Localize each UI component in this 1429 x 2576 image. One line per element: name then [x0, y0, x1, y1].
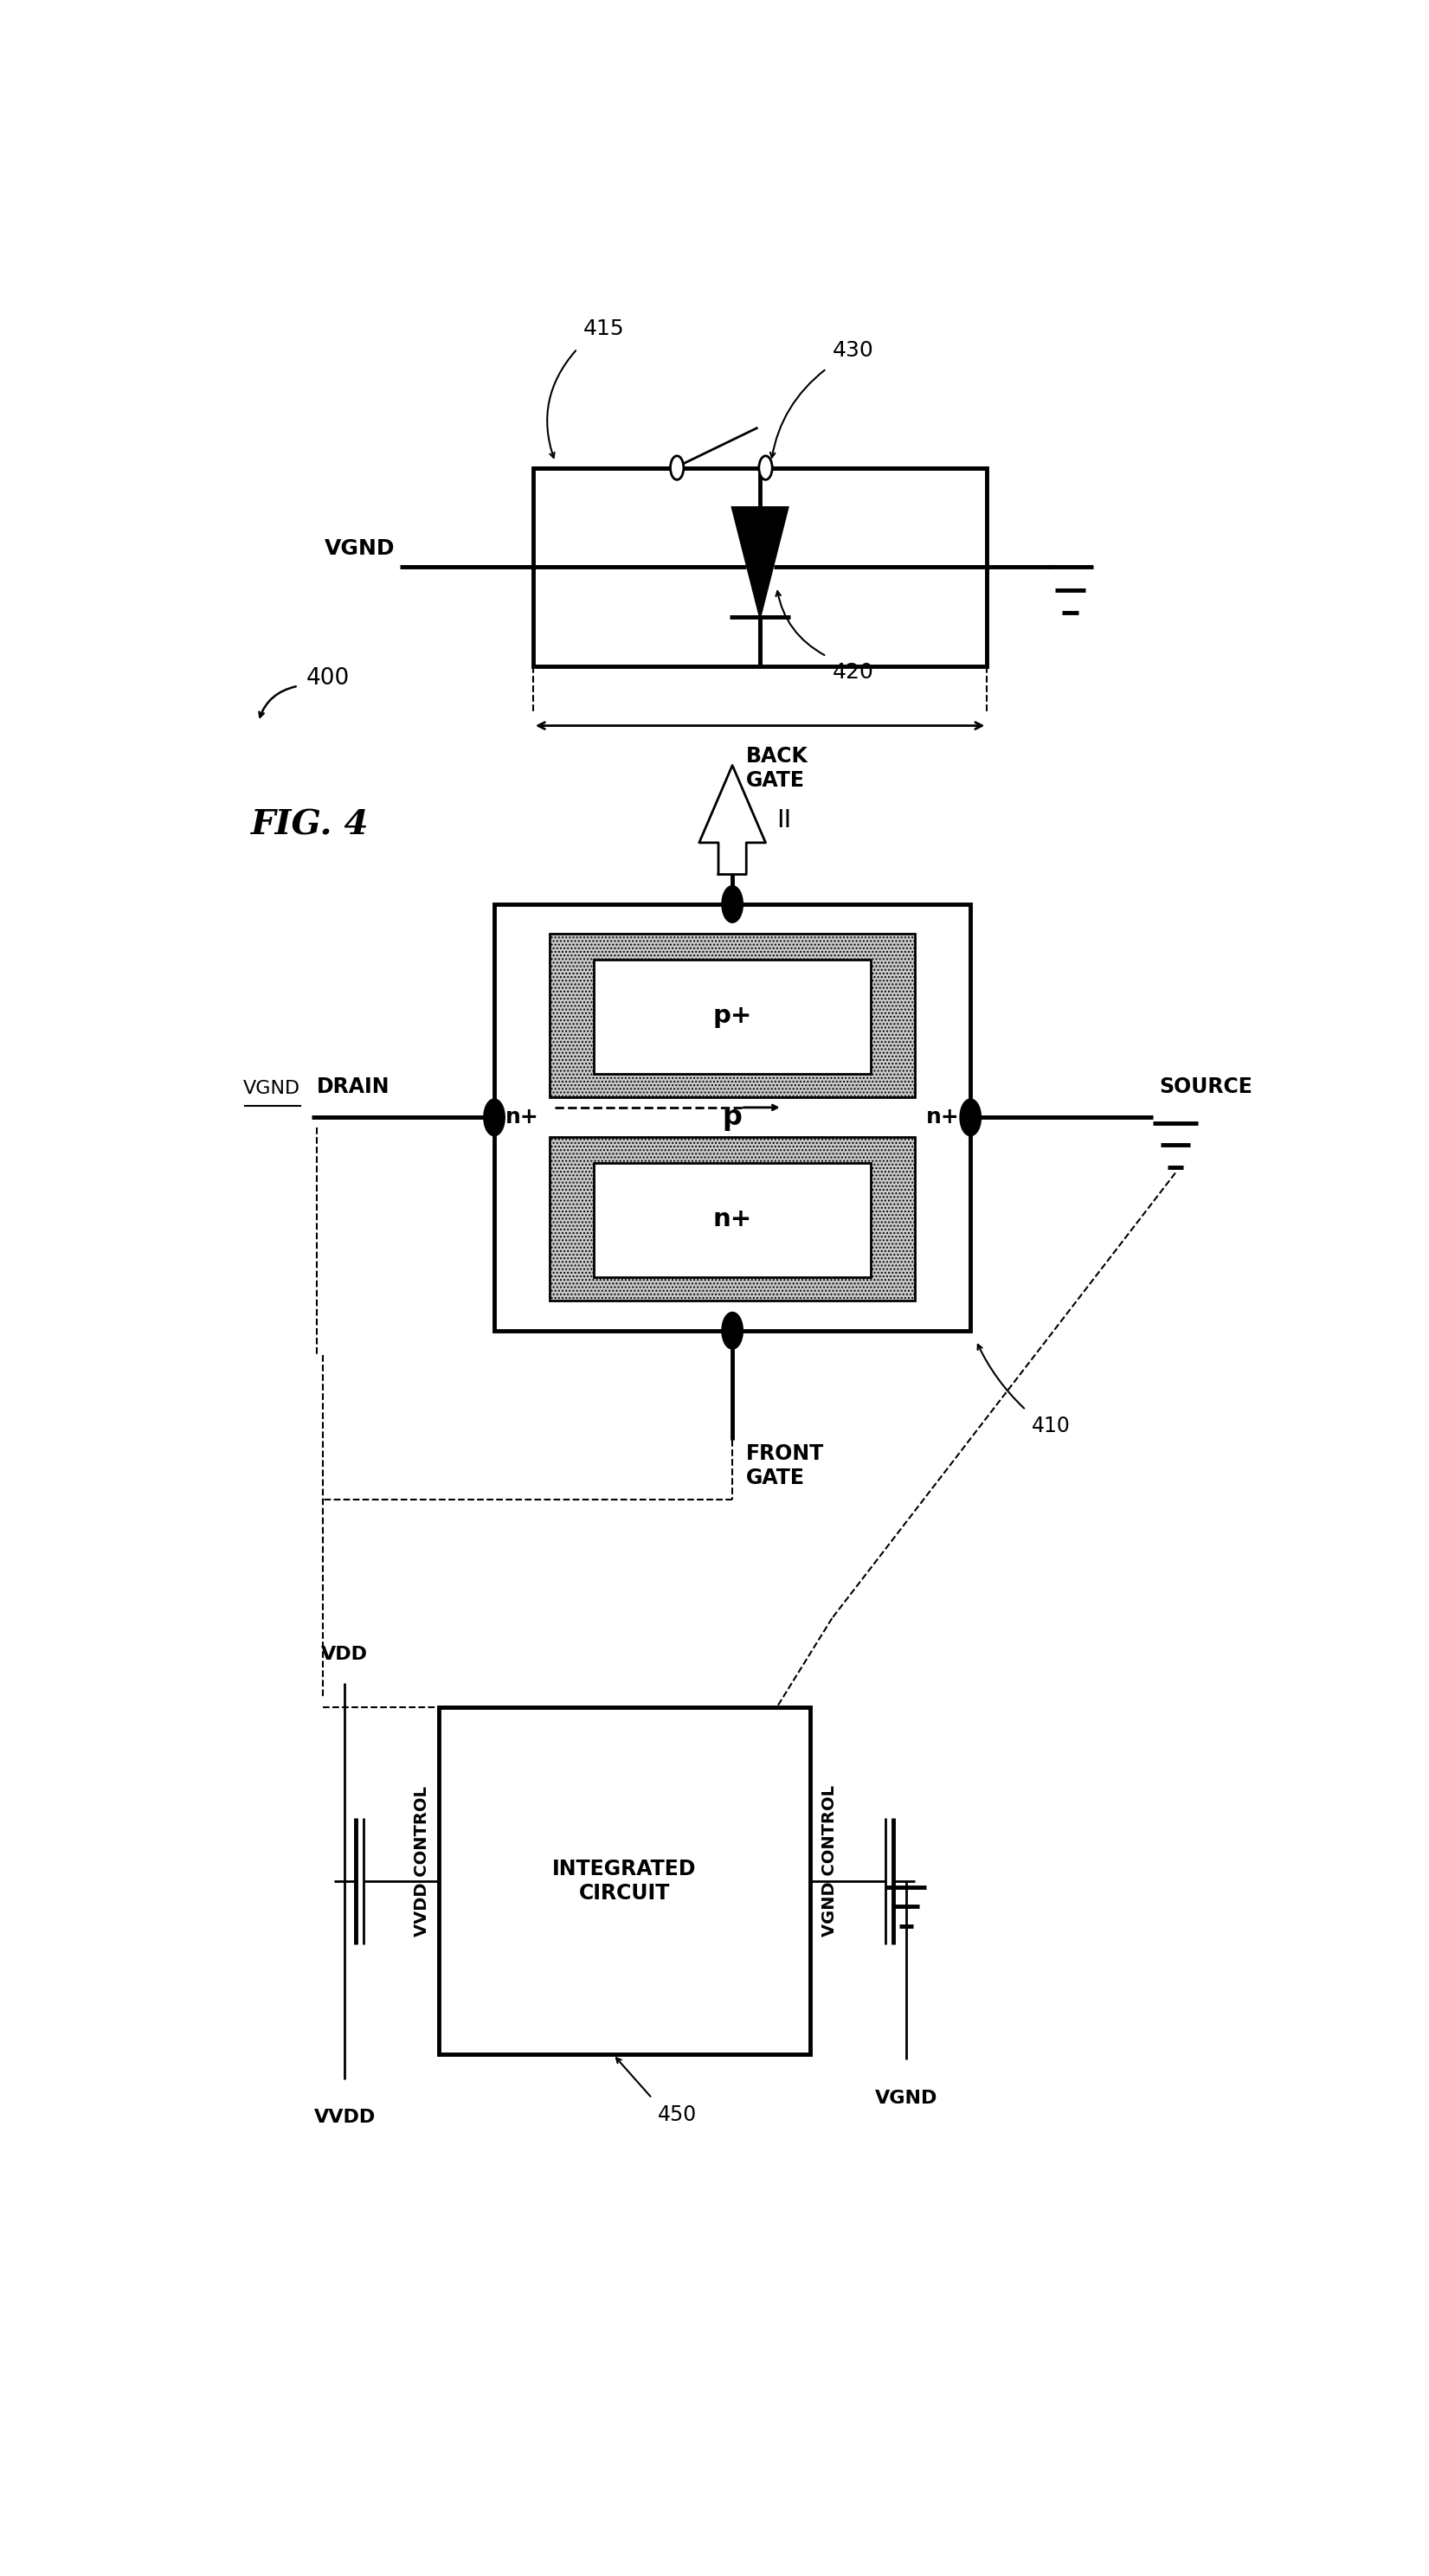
Text: 415: 415: [583, 317, 624, 340]
Text: VGND: VGND: [243, 1079, 300, 1097]
Circle shape: [670, 456, 683, 479]
Text: VVDD: VVDD: [314, 2110, 376, 2125]
Bar: [594, 961, 870, 1074]
Circle shape: [759, 456, 772, 479]
Bar: [594, 1162, 870, 1278]
Polygon shape: [699, 765, 766, 873]
Text: 450: 450: [657, 2105, 697, 2125]
Text: FIG. 4: FIG. 4: [250, 809, 369, 842]
Text: p: p: [723, 1105, 742, 1131]
Bar: [439, 1708, 810, 2056]
Text: II: II: [777, 809, 792, 832]
Polygon shape: [732, 507, 787, 616]
Text: n+: n+: [506, 1108, 539, 1128]
Text: 400: 400: [306, 667, 350, 690]
Circle shape: [723, 886, 742, 922]
Text: 410: 410: [1032, 1417, 1070, 1437]
Bar: [533, 469, 987, 667]
Text: BACK
GATE: BACK GATE: [746, 747, 807, 791]
Text: VDD: VDD: [322, 1646, 369, 1664]
Text: DRAIN: DRAIN: [317, 1077, 390, 1097]
Text: VVDD CONTROL: VVDD CONTROL: [414, 1785, 430, 1937]
Text: VGND: VGND: [324, 538, 394, 559]
Text: VGND CONTROL: VGND CONTROL: [822, 1785, 837, 1937]
Circle shape: [960, 1100, 980, 1136]
Text: n+: n+: [713, 1208, 752, 1231]
Text: FRONT
GATE: FRONT GATE: [746, 1443, 823, 1489]
Text: 420: 420: [832, 662, 873, 683]
Circle shape: [484, 1100, 504, 1136]
Text: SOURCE: SOURCE: [1159, 1077, 1252, 1097]
Text: VGND: VGND: [875, 2089, 937, 2107]
Text: n+: n+: [926, 1108, 959, 1128]
Bar: [494, 904, 970, 1332]
Text: p+: p+: [713, 1005, 752, 1028]
Bar: [550, 1136, 915, 1301]
Circle shape: [723, 1314, 742, 1347]
Text: 430: 430: [832, 340, 873, 361]
Bar: [550, 935, 915, 1097]
Text: INTEGRATED
CIRCUIT: INTEGRATED CIRCUIT: [553, 1860, 696, 1904]
